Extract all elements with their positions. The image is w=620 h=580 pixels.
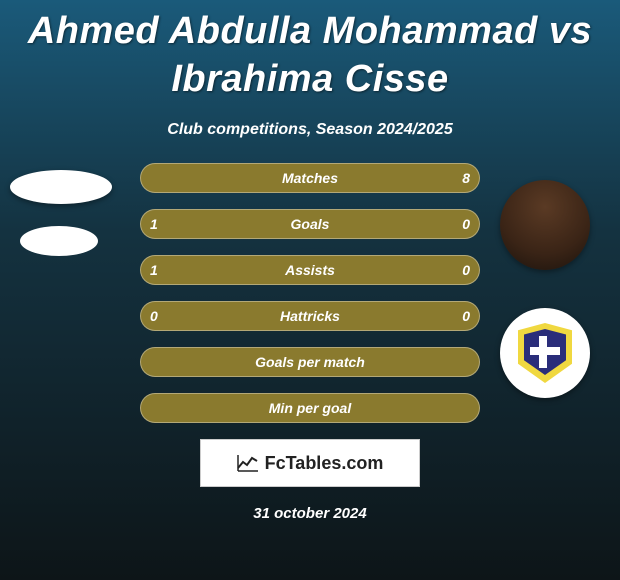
stat-label: Min per goal (269, 400, 351, 416)
stat-bar: Goals per match (140, 347, 480, 377)
stats-area: Matches 8 Goals 1 0 Assists 1 0 Hattrick… (0, 163, 620, 423)
stat-value-right: 8 (462, 163, 470, 193)
stat-value-right: 0 (462, 301, 470, 331)
stat-bar: Min per goal (140, 393, 480, 423)
stat-row-matches: Matches 8 (140, 163, 480, 193)
stat-row-goals-per-match: Goals per match (140, 347, 480, 377)
comparison-infographic: Ahmed Abdulla Mohammad vs Ibrahima Cisse… (0, 0, 620, 580)
stat-value-right: 0 (462, 255, 470, 285)
stat-bar: Hattricks (140, 301, 480, 331)
stat-bar: Assists (140, 255, 480, 285)
stat-row-hattricks: Hattricks 0 0 (140, 301, 480, 331)
stat-bar: Matches (140, 163, 480, 193)
branding-box: FcTables.com (200, 439, 420, 487)
stat-row-assists: Assists 1 0 (140, 255, 480, 285)
stat-value-left: 0 (150, 301, 158, 331)
date-text: 31 october 2024 (0, 505, 620, 522)
stat-label: Goals per match (255, 354, 365, 370)
subtitle: Club competitions, Season 2024/2025 (0, 121, 620, 139)
stat-row-min-per-goal: Min per goal (140, 393, 480, 423)
branding-text: FcTables.com (265, 453, 384, 474)
stat-row-goals: Goals 1 0 (140, 209, 480, 239)
stat-label: Goals (291, 216, 330, 232)
stat-bar: Goals (140, 209, 480, 239)
stat-label: Assists (285, 262, 335, 278)
stat-value-left: 1 (150, 209, 158, 239)
chart-icon (237, 454, 259, 472)
stat-label: Matches (282, 170, 338, 186)
page-title: Ahmed Abdulla Mohammad vs Ibrahima Cisse (0, 0, 620, 103)
stat-label: Hattricks (280, 308, 340, 324)
stat-value-right: 0 (462, 209, 470, 239)
stat-value-left: 1 (150, 255, 158, 285)
